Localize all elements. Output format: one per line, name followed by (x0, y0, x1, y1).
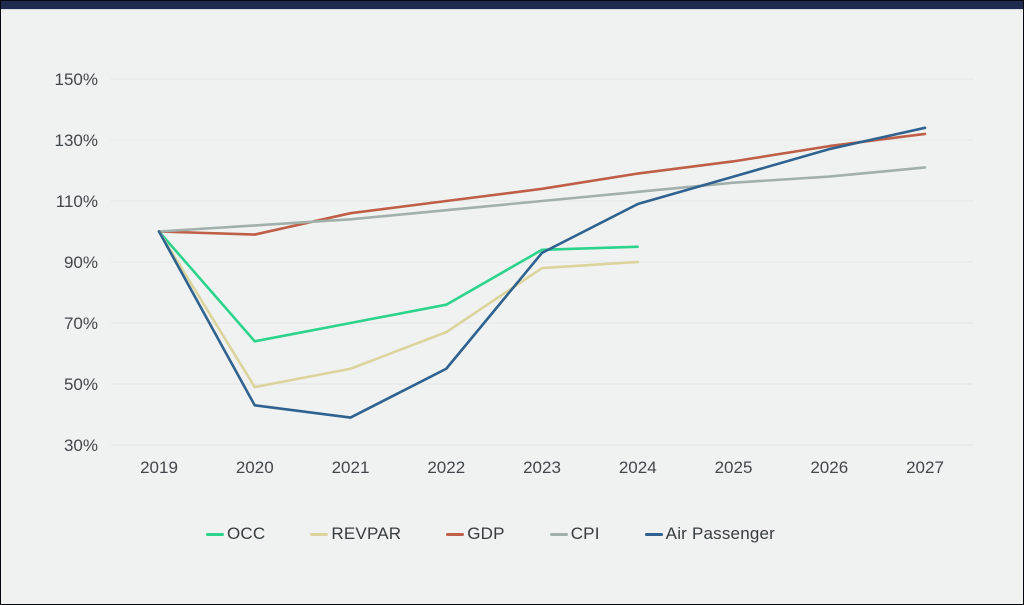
series-line-revpar (157, 230, 640, 389)
legend-swatch-air-passenger (644, 532, 663, 536)
legend-swatch-revpar (310, 532, 329, 536)
x-axis-tick-label: 2020 (236, 458, 274, 477)
legend-label-air-passenger: Air Passenger (665, 524, 776, 543)
legend-swatch-gdp (446, 532, 465, 536)
legend-label-cpi: CPI (570, 524, 600, 543)
legend-item-occ[interactable]: OCC (206, 524, 265, 544)
legend-item-gdp[interactable]: GDP (446, 524, 505, 544)
series-line-gdp (157, 132, 927, 236)
legend-label-gdp: GDP (467, 524, 505, 543)
y-axis-tick-label: 30% (64, 436, 98, 455)
legend-item-air-passenger[interactable]: Air Passenger (644, 524, 776, 544)
y-axis-tick-label: 50% (64, 375, 98, 394)
x-axis-tick-label: 2019 (140, 458, 178, 477)
x-axis-tick-label: 2026 (810, 458, 848, 477)
x-axis-tick-label: 2024 (619, 458, 657, 477)
x-axis-tick-label: 2027 (906, 458, 944, 477)
y-axis-tick-label: 90% (64, 253, 98, 272)
top-accent-bar (1, 1, 1023, 10)
y-axis-tick-label: 130% (55, 131, 98, 150)
legend-item-cpi[interactable]: CPI (549, 524, 600, 544)
series-line-occ (157, 230, 640, 343)
legend-swatch-cpi (549, 532, 568, 536)
legend-label-revpar: REVPAR (331, 524, 402, 543)
legend-item-revpar[interactable]: REVPAR (310, 524, 401, 544)
y-axis-tick-label: 110% (56, 192, 98, 211)
y-axis-tick-label: 150% (55, 70, 98, 89)
legend-swatch-occ (206, 532, 224, 536)
series-line-air-passenger (157, 126, 927, 419)
chart-legend: OCC REVPAR GDP CPI Air Passenger (206, 524, 775, 544)
series-line-cpi (157, 166, 927, 233)
x-axis-tick-label: 2023 (523, 458, 561, 477)
y-axis-tick-label: 70% (64, 314, 98, 333)
legend-label-occ: OCC (227, 524, 266, 543)
x-axis-tick-label: 2022 (427, 458, 465, 477)
x-axis-tick-label: 2025 (715, 458, 753, 477)
x-axis-tick-label: 2021 (332, 458, 370, 477)
